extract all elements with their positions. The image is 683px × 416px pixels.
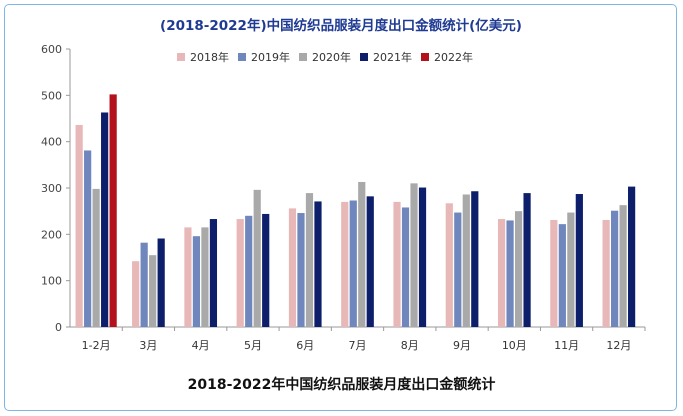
bar <box>462 194 470 327</box>
x-tick-label: 6月 <box>296 339 314 352</box>
bar <box>602 219 610 327</box>
bar <box>253 189 261 327</box>
x-tick-label: 4月 <box>192 339 210 352</box>
legend-label: 2022年 <box>434 50 473 64</box>
x-tick-label: 8月 <box>401 339 419 352</box>
bar <box>410 183 418 327</box>
bar <box>297 213 305 327</box>
chart-caption: 2018-2022年中国纺织品服装月度出口金额统计 <box>187 377 496 393</box>
bar <box>75 124 83 327</box>
bar <box>262 213 270 327</box>
bar <box>471 191 479 327</box>
y-tick-label: 100 <box>41 275 62 288</box>
legend-swatch <box>360 53 368 61</box>
bar <box>149 255 157 327</box>
bar <box>288 208 297 327</box>
bar <box>514 211 523 327</box>
bar <box>550 219 558 327</box>
bar <box>140 242 148 327</box>
bar <box>101 112 109 327</box>
bar <box>454 212 462 327</box>
bar <box>245 215 253 327</box>
bar <box>209 219 218 327</box>
bar <box>184 227 192 327</box>
x-tick-label: 9月 <box>453 339 471 352</box>
y-tick-label: 300 <box>41 182 62 195</box>
legend-swatch <box>177 53 185 61</box>
bar <box>84 150 92 327</box>
bar <box>575 194 583 327</box>
y-tick-label: 0 <box>55 321 62 334</box>
bar <box>628 186 636 327</box>
x-tick-label: 12月 <box>606 339 631 352</box>
bar <box>611 210 619 327</box>
bar <box>314 201 322 327</box>
bar <box>109 94 117 327</box>
bar <box>445 203 453 327</box>
x-tick-label: 3月 <box>139 339 157 352</box>
x-tick-label: 5月 <box>244 339 262 352</box>
bar <box>349 200 357 327</box>
bar <box>201 227 209 327</box>
chart-title: (2018-2022年)中国纺织品服装月度出口金额统计(亿美元) <box>160 17 522 34</box>
bar <box>358 181 366 327</box>
bar <box>418 187 427 327</box>
x-tick-label: 7月 <box>349 339 367 352</box>
x-tick-label: 1-2月 <box>82 339 111 352</box>
x-tick-label: 10月 <box>502 339 527 352</box>
bar <box>567 212 575 327</box>
legend-label: 2019年 <box>251 50 290 64</box>
bar <box>558 224 566 327</box>
legend-label: 2020年 <box>312 50 351 64</box>
bar <box>497 219 506 327</box>
y-tick-label: 500 <box>41 89 62 102</box>
legend-swatch <box>238 53 246 61</box>
legend-swatch <box>421 53 429 61</box>
bar <box>506 220 514 327</box>
bar <box>341 201 349 327</box>
legend-label: 2018年 <box>190 50 229 64</box>
bar <box>236 219 244 327</box>
bar <box>92 188 100 327</box>
bar <box>157 238 165 327</box>
bar <box>401 207 410 327</box>
bar <box>393 201 401 327</box>
bar <box>192 236 201 327</box>
bar <box>305 193 314 327</box>
y-tick-label: 400 <box>41 136 62 149</box>
legend-swatch <box>299 53 307 61</box>
bar <box>523 193 531 327</box>
y-tick-label: 600 <box>41 43 62 56</box>
x-tick-label: 11月 <box>554 339 579 352</box>
y-tick-label: 200 <box>41 228 62 241</box>
bar <box>132 261 140 327</box>
legend-label: 2021年 <box>373 50 412 64</box>
bar <box>619 205 627 327</box>
bar <box>366 196 374 327</box>
